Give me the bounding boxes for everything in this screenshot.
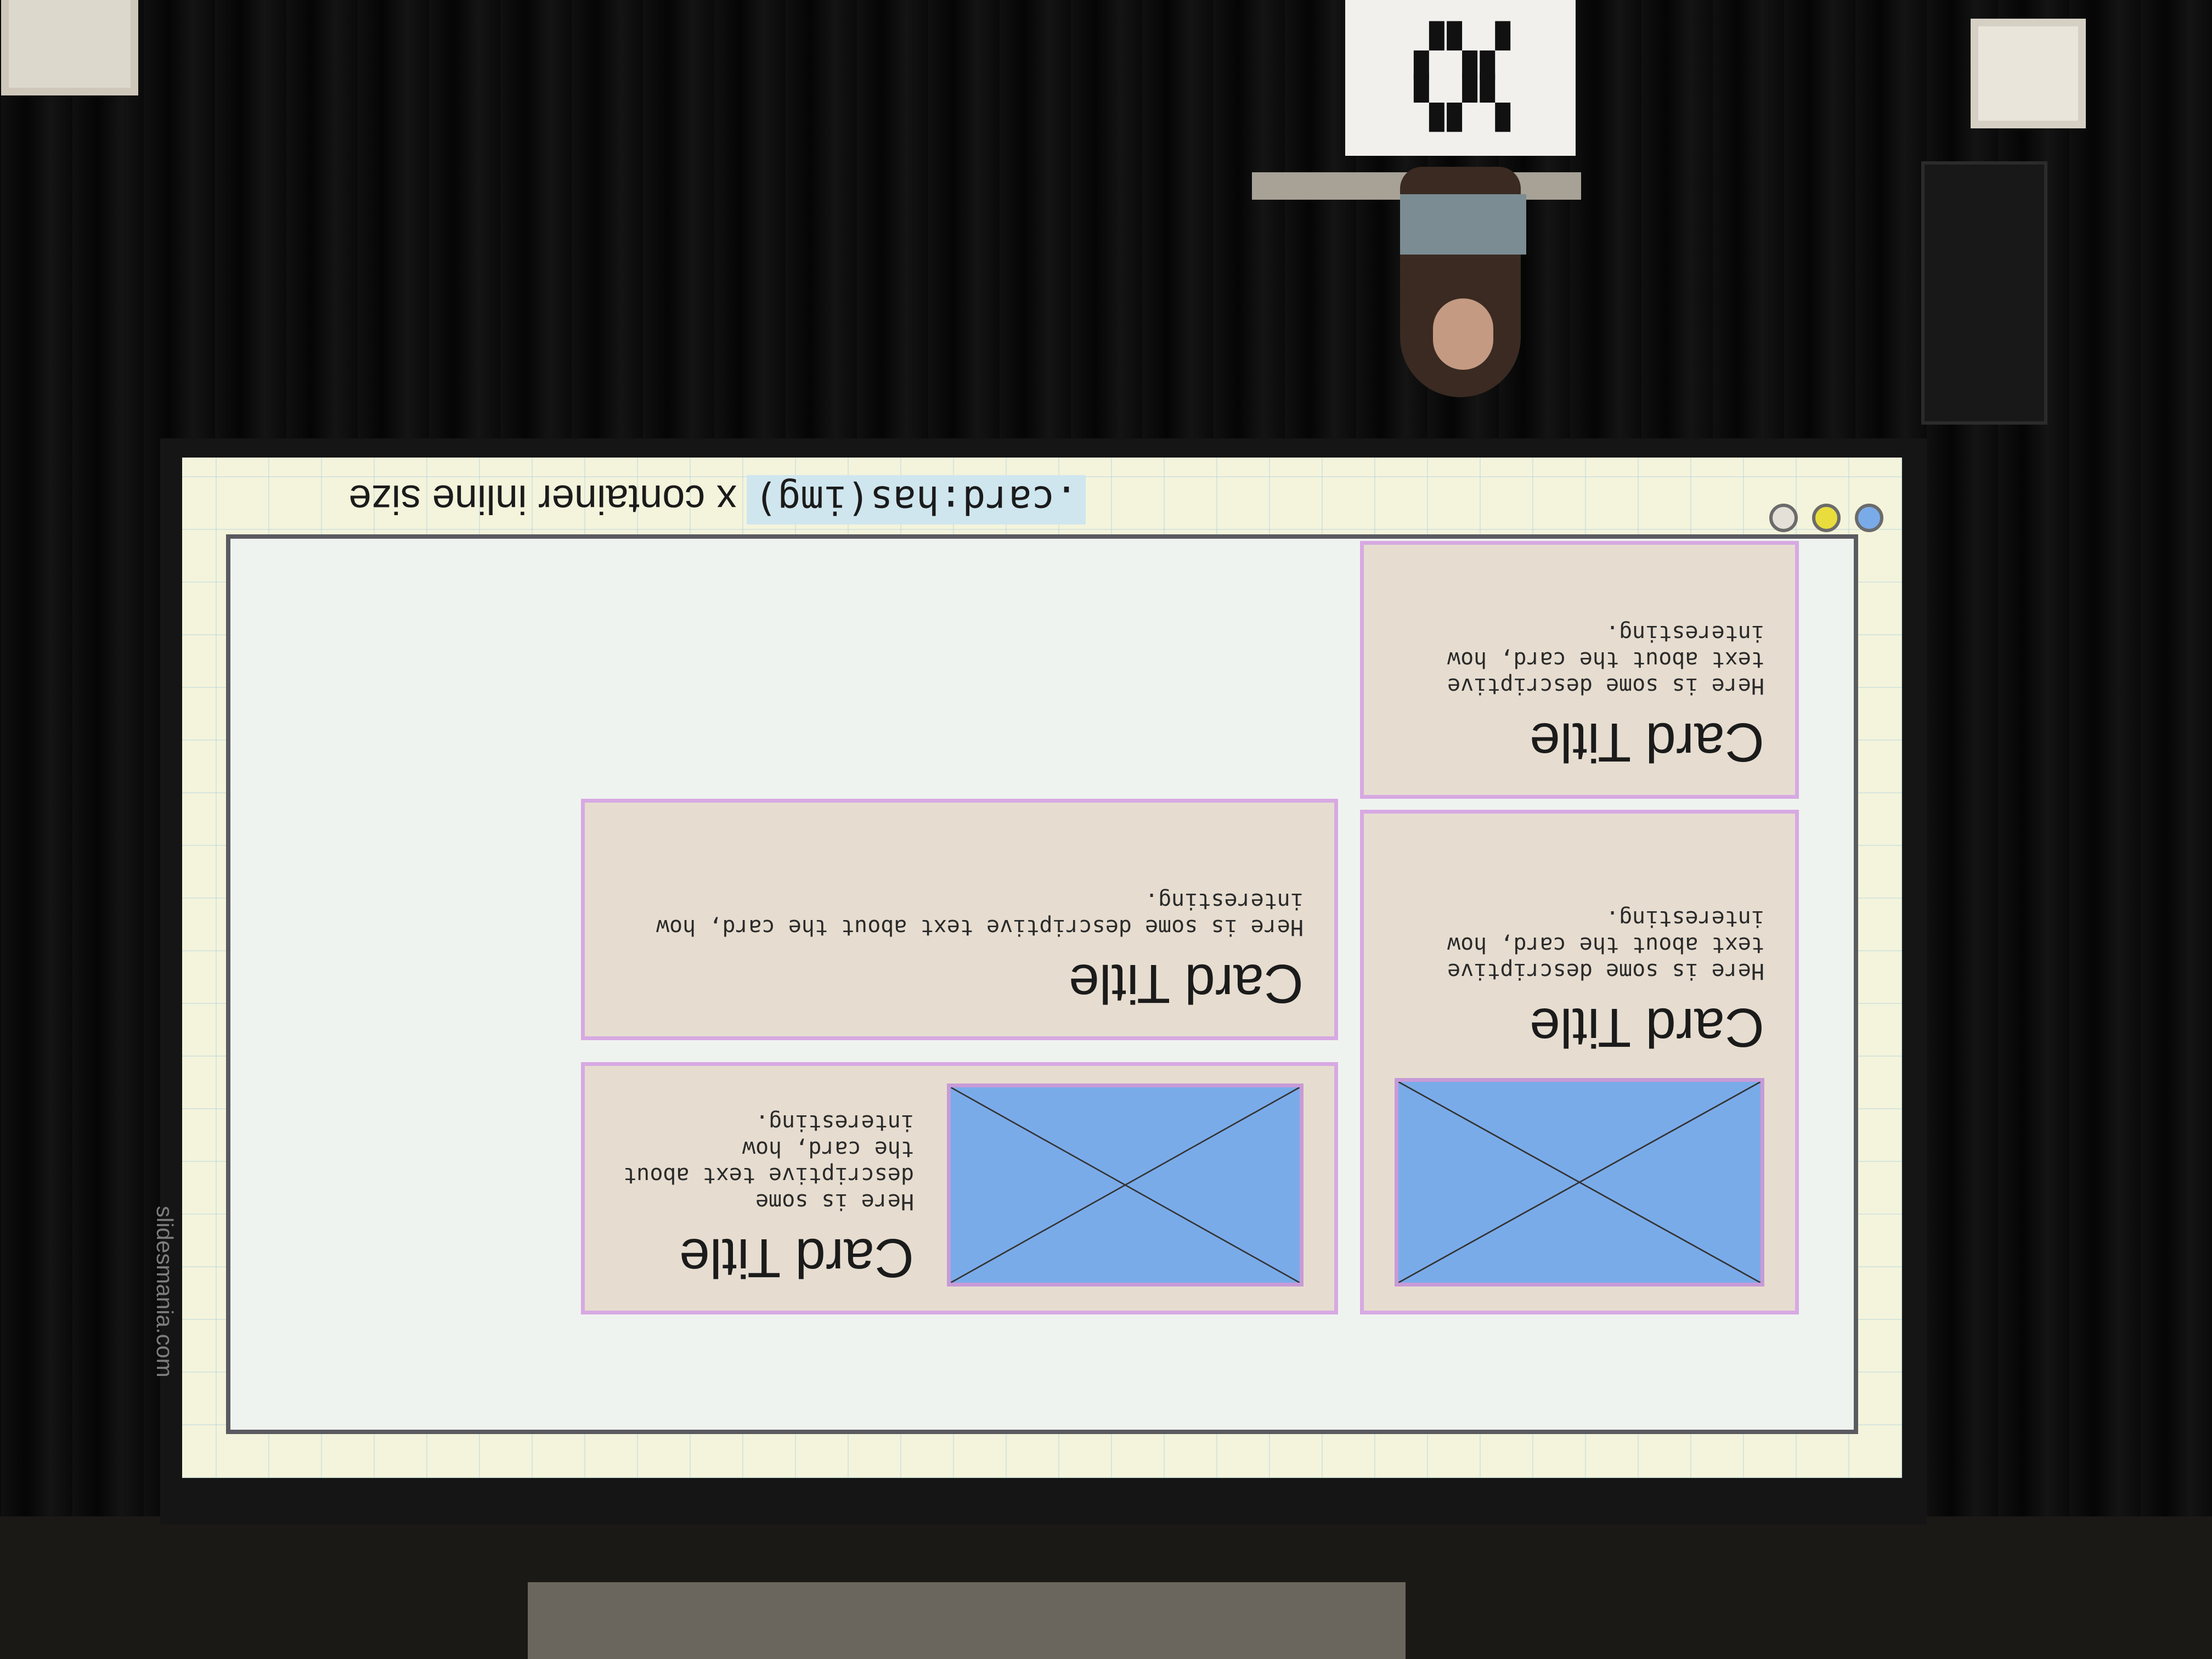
nav-dot (1812, 504, 1841, 532)
card-narrow: Card Title Here is some descriptive text… (1360, 541, 1799, 799)
floor-strip (528, 1582, 1406, 1659)
nav-dot (1855, 504, 1883, 532)
slide-nav-dots (1769, 501, 1894, 534)
card-with-image-wide: Card Title Here is some descriptive text… (581, 1062, 1338, 1314)
nav-dot (1769, 504, 1798, 532)
caption-code: .card:has(img) (746, 475, 1086, 524)
slide-caption: .card:has(img) x container inline size (349, 475, 1086, 524)
card-title: Card Title (1530, 712, 1764, 773)
table-lamp (1971, 19, 2086, 128)
card-with-image-narrow: Card Title Here is some descriptive text… (1360, 810, 1799, 1314)
podium-sign-logo-icon: ▚▞▚ ▞▚▞ (1410, 21, 1510, 131)
card-wide: Card Title Here is some descriptive text… (581, 799, 1338, 1040)
card-title: Card Title (1069, 953, 1304, 1014)
table-lamp-right (1, 0, 138, 95)
projected-slide: Card Title Here is some descriptive text… (152, 458, 1902, 1478)
brand-watermark: slidesmania.com (152, 1205, 178, 1378)
card-title: Card Title (679, 1227, 914, 1289)
stage-speaker (1921, 161, 2047, 425)
laptop (1400, 194, 1526, 255)
card-text: Here is some descriptive text about the … (623, 1110, 914, 1214)
card-text: Here is some descriptive text about the … (1447, 906, 1764, 984)
slide-content: Card Title Here is some descriptive text… (226, 475, 1858, 1434)
card-text: Here is some descriptive text about the … (656, 888, 1304, 940)
card-text: Here is some descriptive text about the … (1447, 620, 1764, 698)
presenter-face (1433, 298, 1493, 370)
image-placeholder-icon (1395, 1078, 1764, 1286)
caption-text: x container inline size (348, 477, 737, 523)
card-title: Card Title (1530, 997, 1764, 1058)
image-placeholder-icon (947, 1084, 1304, 1286)
